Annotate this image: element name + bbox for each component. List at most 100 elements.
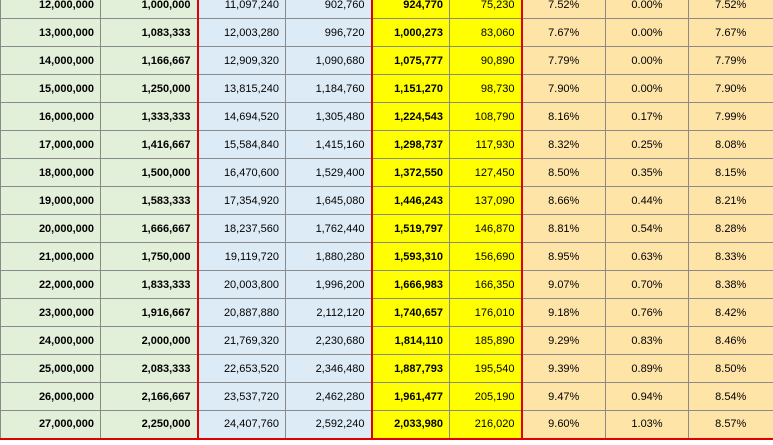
cell-col4[interactable]: 2,592,240 [285, 410, 372, 440]
cell-col2[interactable]: 1,500,000 [100, 158, 198, 187]
cell-col3[interactable]: 18,237,560 [196, 214, 286, 243]
cell-col8[interactable]: 0.00% [605, 18, 689, 47]
cell-col1[interactable]: 18,000,000 [0, 158, 101, 187]
cell-col5[interactable]: 1,075,777 [370, 46, 450, 75]
cell-col5[interactable]: 2,033,980 [370, 410, 450, 440]
cell-col9[interactable]: 7.67% [688, 18, 773, 47]
cell-col7[interactable]: 7.67% [520, 18, 606, 47]
cell-col5[interactable]: 1,446,243 [370, 186, 450, 215]
cell-col3[interactable]: 20,003,800 [196, 270, 286, 299]
cell-col9[interactable]: 8.46% [688, 326, 773, 355]
cell-col3[interactable]: 16,470,600 [196, 158, 286, 187]
cell-col6[interactable]: 146,870 [449, 214, 522, 243]
cell-col3[interactable]: 12,909,320 [196, 46, 286, 75]
cell-col3[interactable]: 17,354,920 [196, 186, 286, 215]
cell-col9[interactable]: 8.42% [688, 298, 773, 327]
cell-col8[interactable]: 0.76% [605, 298, 689, 327]
cell-col7[interactable]: 8.81% [520, 214, 606, 243]
cell-col5[interactable]: 1,000,273 [370, 18, 450, 47]
cell-col3[interactable]: 11,097,240 [196, 0, 286, 19]
cell-col6[interactable]: 185,890 [449, 326, 522, 355]
cell-col2[interactable]: 1,750,000 [100, 242, 198, 271]
cell-col8[interactable]: 0.00% [605, 74, 689, 103]
cell-col8[interactable]: 0.00% [605, 46, 689, 75]
cell-col4[interactable]: 1,996,200 [285, 270, 372, 299]
cell-col7[interactable]: 8.16% [520, 102, 606, 131]
cell-col5[interactable]: 1,961,477 [370, 382, 450, 411]
cell-col8[interactable]: 0.44% [605, 186, 689, 215]
cell-col2[interactable]: 1,250,000 [100, 74, 198, 103]
cell-col2[interactable]: 1,166,667 [100, 46, 198, 75]
cell-col2[interactable]: 1,833,333 [100, 270, 198, 299]
cell-col5[interactable]: 1,151,270 [370, 74, 450, 103]
cell-col1[interactable]: 16,000,000 [0, 102, 101, 131]
cell-col4[interactable]: 1,090,680 [285, 46, 372, 75]
cell-col9[interactable]: 8.50% [688, 354, 773, 383]
cell-col9[interactable]: 8.21% [688, 186, 773, 215]
cell-col7[interactable]: 8.66% [520, 186, 606, 215]
cell-col5[interactable]: 1,298,737 [370, 130, 450, 159]
cell-col6[interactable]: 75,230 [449, 0, 522, 19]
cell-col1[interactable]: 27,000,000 [0, 410, 101, 440]
cell-col6[interactable]: 216,020 [449, 410, 522, 440]
cell-col9[interactable]: 8.38% [688, 270, 773, 299]
cell-col8[interactable]: 0.25% [605, 130, 689, 159]
cell-col9[interactable]: 8.08% [688, 130, 773, 159]
cell-col6[interactable]: 117,930 [449, 130, 522, 159]
cell-col9[interactable]: 7.52% [688, 0, 773, 19]
cell-col5[interactable]: 1,740,657 [370, 298, 450, 327]
cell-col7[interactable]: 7.79% [520, 46, 606, 75]
cell-col5[interactable]: 1,593,310 [370, 242, 450, 271]
cell-col2[interactable]: 1,583,333 [100, 186, 198, 215]
cell-col7[interactable]: 8.95% [520, 242, 606, 271]
cell-col4[interactable]: 996,720 [285, 18, 372, 47]
cell-col2[interactable]: 1,416,667 [100, 130, 198, 159]
cell-col3[interactable]: 21,769,320 [196, 326, 286, 355]
cell-col5[interactable]: 1,519,797 [370, 214, 450, 243]
cell-col1[interactable]: 13,000,000 [0, 18, 101, 47]
cell-col1[interactable]: 15,000,000 [0, 74, 101, 103]
cell-col6[interactable]: 205,190 [449, 382, 522, 411]
cell-col4[interactable]: 1,880,280 [285, 242, 372, 271]
cell-col1[interactable]: 12,000,000 [0, 0, 101, 19]
cell-col6[interactable]: 127,450 [449, 158, 522, 187]
cell-col7[interactable]: 9.29% [520, 326, 606, 355]
cell-col6[interactable]: 137,090 [449, 186, 522, 215]
cell-col6[interactable]: 195,540 [449, 354, 522, 383]
cell-col3[interactable]: 20,887,880 [196, 298, 286, 327]
cell-col3[interactable]: 19,119,720 [196, 242, 286, 271]
cell-col6[interactable]: 156,690 [449, 242, 522, 271]
cell-col7[interactable]: 9.39% [520, 354, 606, 383]
cell-col5[interactable]: 1,666,983 [370, 270, 450, 299]
cell-col3[interactable]: 12,003,280 [196, 18, 286, 47]
cell-col4[interactable]: 2,346,480 [285, 354, 372, 383]
cell-col8[interactable]: 0.17% [605, 102, 689, 131]
cell-col5[interactable]: 924,770 [370, 0, 450, 19]
cell-col7[interactable]: 7.52% [520, 0, 606, 19]
cell-col9[interactable]: 7.99% [688, 102, 773, 131]
cell-col8[interactable]: 0.54% [605, 214, 689, 243]
cell-col3[interactable]: 23,537,720 [196, 382, 286, 411]
cell-col8[interactable]: 0.89% [605, 354, 689, 383]
cell-col2[interactable]: 2,000,000 [100, 326, 198, 355]
cell-col6[interactable]: 108,790 [449, 102, 522, 131]
cell-col5[interactable]: 1,887,793 [370, 354, 450, 383]
cell-col8[interactable]: 0.94% [605, 382, 689, 411]
cell-col2[interactable]: 1,666,667 [100, 214, 198, 243]
cell-col4[interactable]: 902,760 [285, 0, 372, 19]
cell-col2[interactable]: 2,166,667 [100, 382, 198, 411]
cell-col3[interactable]: 22,653,520 [196, 354, 286, 383]
cell-col6[interactable]: 90,890 [449, 46, 522, 75]
cell-col4[interactable]: 2,230,680 [285, 326, 372, 355]
cell-col7[interactable]: 7.90% [520, 74, 606, 103]
cell-col1[interactable]: 14,000,000 [0, 46, 101, 75]
cell-col9[interactable]: 8.57% [688, 410, 773, 440]
cell-col1[interactable]: 20,000,000 [0, 214, 101, 243]
cell-col7[interactable]: 9.60% [520, 410, 606, 440]
cell-col2[interactable]: 1,000,000 [100, 0, 198, 19]
cell-col1[interactable]: 23,000,000 [0, 298, 101, 327]
cell-col2[interactable]: 1,083,333 [100, 18, 198, 47]
cell-col4[interactable]: 1,184,760 [285, 74, 372, 103]
cell-col3[interactable]: 15,584,840 [196, 130, 286, 159]
cell-col4[interactable]: 1,645,080 [285, 186, 372, 215]
